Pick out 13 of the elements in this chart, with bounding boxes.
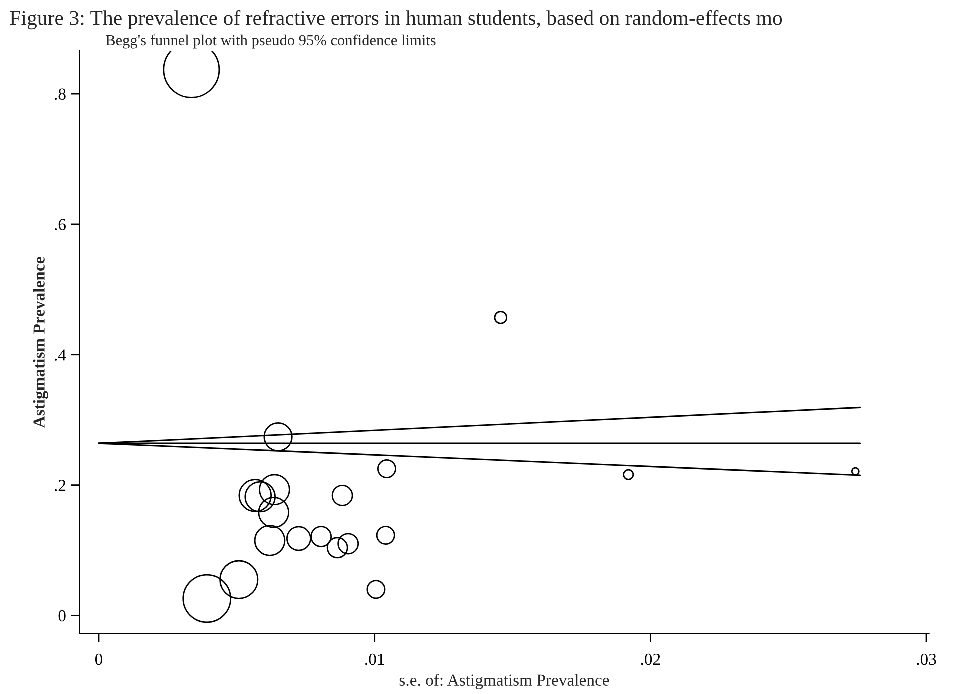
x-tick-label: .01 (366, 654, 384, 666)
x-tick-label: 0 (95, 654, 103, 666)
y-tick-label: .2 (55, 480, 66, 492)
y-axis-title: Astigmatism Prevalence (33, 257, 48, 428)
y-tick-label: .8 (55, 88, 66, 100)
x-tick-label: .02 (641, 654, 660, 666)
x-axis-title: s.e. of: Astigmatism Prevalence (400, 674, 610, 690)
y-tick-label: .4 (55, 350, 66, 361)
y-tick-label: 0 (58, 610, 66, 622)
y-tick-label: .6 (55, 219, 66, 230)
chart-subtitle: Begg's funnel plot with pseudo 95% confidence limits (106, 34, 436, 49)
chart-title: Figure 3: The prevalence of refractive errors in human students, based on random-effects mo (10, 10, 782, 30)
x-tick-label: .03 (917, 654, 936, 666)
